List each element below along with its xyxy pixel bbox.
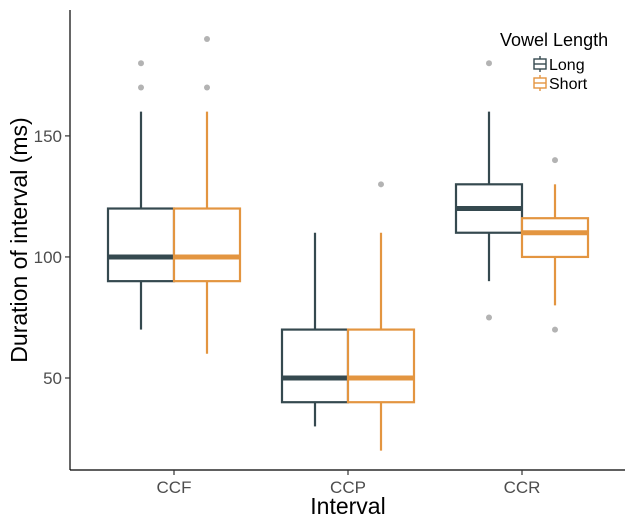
box-iqr (520, 217, 590, 259)
outlier-point (552, 326, 558, 333)
legend-item-short: Short (533, 75, 588, 93)
outlier-point (552, 157, 558, 164)
outlier-point (204, 84, 210, 91)
y-ticks: 50 100 150 (34, 127, 70, 388)
outlier-point (204, 36, 210, 43)
plot-area (106, 36, 590, 451)
box-iqr (172, 207, 242, 283)
outlier-point (138, 84, 144, 91)
box-iqr (280, 328, 350, 404)
legend: Vowel Length Long Short (500, 30, 608, 93)
box-iqr (106, 207, 176, 283)
box-ccp-short (346, 181, 416, 451)
x-tick-label: CCR (504, 478, 541, 497)
legend-label: Short (549, 76, 588, 93)
box-ccf-long (106, 60, 176, 330)
box-ccp-long (280, 232, 350, 427)
y-tick-label: 100 (34, 248, 62, 267)
legend-title: Vowel Length (500, 30, 608, 50)
x-axis-title: Interval (310, 493, 385, 518)
outlier-point (486, 60, 492, 67)
x-ticks: CCF CCP CCR (157, 470, 541, 497)
box-ccr-short (520, 157, 590, 333)
y-tick-label: 50 (43, 369, 62, 388)
y-axis-title: Duration of interval (ms) (6, 117, 32, 362)
outlier-point (486, 314, 492, 321)
legend-item-long: Long (533, 56, 585, 74)
outlier-point (378, 181, 384, 188)
y-tick-label: 150 (34, 127, 62, 146)
x-tick-label: CCP (330, 478, 366, 497)
outlier-point (138, 60, 144, 67)
x-tick-label: CCF (157, 478, 192, 497)
box-iqr (346, 328, 416, 404)
box-ccr-long (454, 60, 524, 321)
box-ccf-short (172, 36, 242, 354)
legend-label: Long (549, 57, 585, 74)
